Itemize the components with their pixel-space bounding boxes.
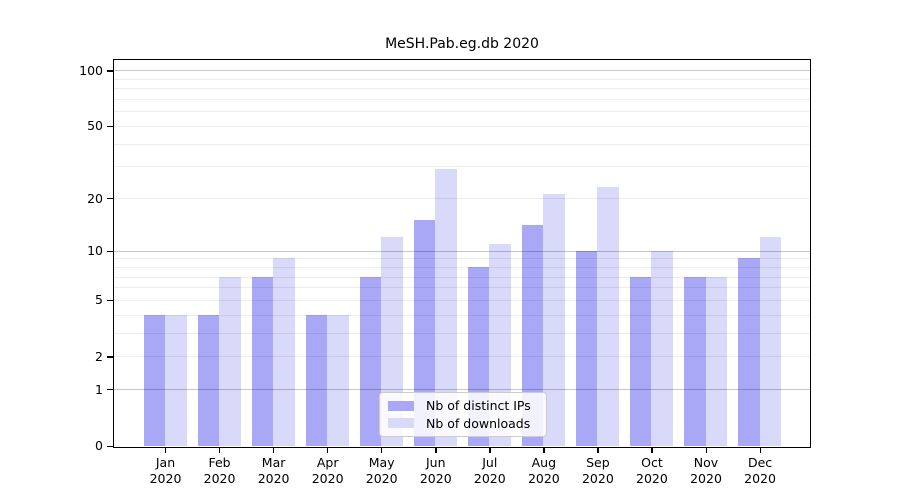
plot-area xyxy=(112,58,811,448)
y-axis-tick-label-20: 20 xyxy=(87,190,103,206)
gridline-y-1 xyxy=(113,389,810,391)
y-tick-mark-50 xyxy=(107,125,113,128)
y-tick-mark-10 xyxy=(107,250,113,252)
bar-distinct-ips-may xyxy=(359,276,382,447)
gridline-y-3 xyxy=(113,332,810,334)
x-axis-tick-label-jun: Jun 2020 xyxy=(419,455,452,486)
y-tick-mark-20 xyxy=(107,198,113,200)
chart-title: MeSH.Pab.eg.db 2020 xyxy=(385,36,539,52)
y-axis-tick-label-0: 0 xyxy=(95,438,103,453)
x-axis-tick-label-oct: Oct 2020 xyxy=(636,455,668,486)
y-axis-tick-label-2: 2 xyxy=(95,348,103,364)
bar-distinct-ips-apr xyxy=(305,314,328,447)
x-tick-mark-oct xyxy=(651,448,653,453)
legend: Nb of distinct IPs Nb of downloads xyxy=(379,392,547,437)
gridline-y-5 xyxy=(113,299,810,301)
legend-label-distinct-ips: Nb of distinct IPs xyxy=(426,398,531,414)
y-axis-tick-label-100: 100 xyxy=(79,62,103,78)
bar-distinct-ips-feb xyxy=(197,314,220,447)
gridline-y-40 xyxy=(113,143,810,145)
x-tick-mark-may xyxy=(381,448,383,453)
legend-swatch-downloads xyxy=(388,418,414,429)
gridline-y-10 xyxy=(113,250,810,252)
gridline-y-7 xyxy=(113,276,810,278)
x-axis-tick-label-sep: Sep 2020 xyxy=(581,455,614,486)
gridline-y-6 xyxy=(113,287,810,289)
y-axis-tick-label-5: 5 xyxy=(95,292,103,308)
gridline-y-70 xyxy=(113,99,810,101)
x-axis-tick-label-feb: Feb 2020 xyxy=(203,455,236,486)
bar-downloads-jan xyxy=(165,314,187,447)
bar-downloads-nov xyxy=(705,276,727,447)
gridline-y-80 xyxy=(113,88,810,90)
gridline-y-60 xyxy=(113,111,810,113)
bar-downloads-dec xyxy=(759,237,782,447)
legend-label-downloads: Nb of downloads xyxy=(426,415,531,431)
x-tick-mark-sep xyxy=(597,448,599,453)
x-tick-mark-dec xyxy=(759,448,761,453)
gridline-y-20 xyxy=(113,198,810,200)
x-tick-mark-mar xyxy=(273,448,275,453)
bar-distinct-ips-jan xyxy=(143,314,165,447)
y-tick-mark-100 xyxy=(107,70,113,72)
y-tick-mark-1 xyxy=(107,389,113,391)
bar-downloads-jun xyxy=(435,169,457,447)
bar-distinct-ips-sep xyxy=(575,250,598,447)
y-axis-tick-label-1: 1 xyxy=(95,381,103,397)
x-axis-tick-label-apr: Apr 2020 xyxy=(311,455,344,486)
x-axis-tick-label-jan: Jan 2020 xyxy=(149,455,182,486)
bar-downloads-oct xyxy=(651,250,673,447)
y-tick-mark-0 xyxy=(107,445,113,447)
legend-swatch-distinct-ips xyxy=(388,400,414,411)
bar-downloads-apr xyxy=(327,314,349,447)
legend-item-distinct-ips: Nb of distinct IPs xyxy=(388,398,538,413)
bar-downloads-aug xyxy=(543,194,565,447)
x-axis-tick-label-dec: Dec 2020 xyxy=(744,455,776,486)
bar-distinct-ips-dec xyxy=(738,258,760,447)
x-axis-tick-label-may: May 2020 xyxy=(365,455,398,486)
x-axis-tick-label-nov: Nov 2020 xyxy=(690,455,722,486)
gridline-y-4 xyxy=(113,314,810,316)
gridline-y-8 xyxy=(113,266,810,268)
x-tick-mark-feb xyxy=(219,448,221,453)
x-axis-tick-label-jul: Jul 2020 xyxy=(473,455,506,486)
x-tick-mark-aug xyxy=(543,448,545,453)
bar-downloads-sep xyxy=(597,187,619,447)
gridline-y-2 xyxy=(113,356,810,358)
gridline-y-90 xyxy=(113,78,810,80)
y-tick-mark-5 xyxy=(107,299,113,302)
bar-downloads-feb xyxy=(219,276,241,447)
x-tick-mark-jul xyxy=(489,448,491,453)
y-axis-tick-label-10: 10 xyxy=(87,243,103,259)
x-axis-tick-label-aug: Aug 2020 xyxy=(527,455,560,486)
x-axis-tick-label-mar: Mar 2020 xyxy=(257,455,290,486)
gridline-y-100 xyxy=(113,70,810,72)
x-tick-mark-jun xyxy=(435,448,437,453)
y-tick-mark-2 xyxy=(107,356,113,358)
bar-distinct-ips-oct xyxy=(629,276,652,447)
gridline-y-50 xyxy=(113,125,810,127)
bar-downloads-mar xyxy=(273,258,295,447)
x-tick-mark-jan xyxy=(165,448,167,453)
bar-distinct-ips-jun xyxy=(413,220,436,447)
bar-distinct-ips-nov xyxy=(684,276,706,447)
y-axis-tick-label-50: 50 xyxy=(87,118,103,134)
legend-item-downloads: Nb of downloads xyxy=(388,416,538,431)
bar-distinct-ips-aug xyxy=(521,225,544,447)
x-tick-mark-apr xyxy=(327,448,329,453)
x-tick-mark-nov xyxy=(705,448,707,453)
gridline-y-9 xyxy=(113,258,810,260)
bar-distinct-ips-mar xyxy=(251,276,274,447)
gridline-y-30 xyxy=(113,166,810,168)
